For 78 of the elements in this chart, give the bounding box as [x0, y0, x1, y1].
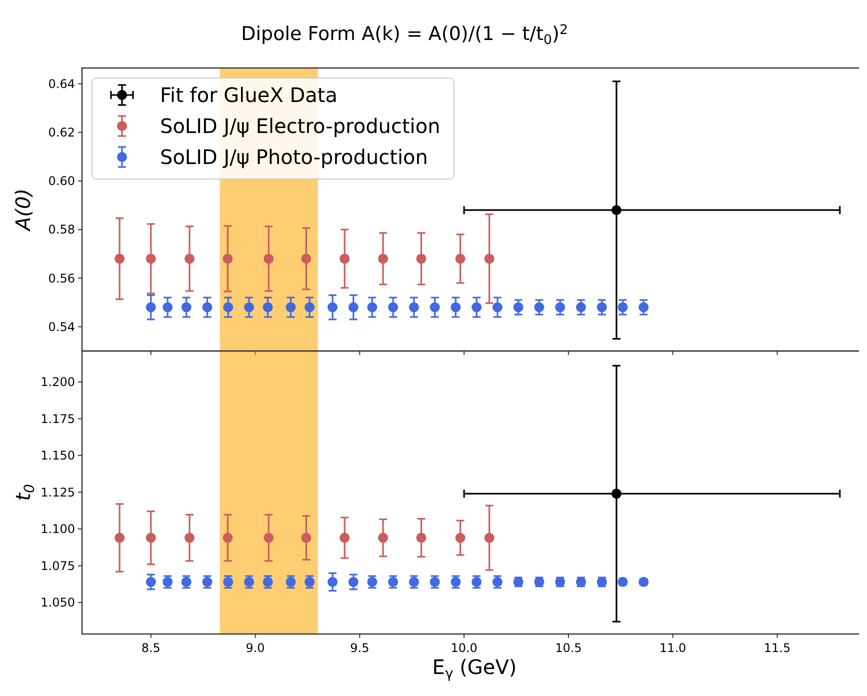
point — [340, 532, 350, 543]
point — [576, 302, 586, 312]
point — [492, 302, 502, 312]
point — [484, 532, 494, 543]
point — [416, 254, 426, 264]
point — [555, 302, 566, 312]
point — [301, 254, 312, 264]
point — [262, 302, 273, 312]
point — [146, 532, 156, 543]
point — [611, 205, 622, 216]
point — [202, 302, 212, 312]
point — [114, 254, 125, 264]
point — [286, 302, 296, 312]
point — [596, 302, 607, 312]
y-tick-label: 1.150 — [40, 448, 75, 463]
x-tick-label: 9.5 — [350, 641, 370, 655]
y-tick-label: 1.100 — [40, 522, 75, 536]
point — [534, 302, 544, 312]
legend-label: Fit for GlueX Data — [160, 83, 338, 107]
legend-label: SoLID J/ψ Photo-production — [160, 145, 428, 169]
point — [244, 302, 254, 312]
y-tick-label: 1.075 — [40, 558, 75, 573]
y-tick-label: 0.62 — [48, 126, 75, 140]
point — [222, 532, 233, 543]
point — [388, 302, 398, 312]
point — [264, 254, 274, 264]
point — [450, 302, 461, 312]
point — [348, 576, 358, 587]
point — [618, 302, 628, 312]
x-tick-label: 10.5 — [555, 641, 582, 655]
point — [222, 254, 233, 264]
y-tick-label: 1.125 — [40, 485, 75, 500]
point — [484, 254, 494, 264]
legend-label: SoLID J/ψ Electro-production — [160, 114, 440, 138]
y-tick-label: 0.58 — [48, 222, 75, 237]
point — [146, 254, 156, 264]
point — [638, 302, 649, 312]
point — [146, 576, 156, 587]
point — [181, 302, 192, 312]
point — [430, 302, 440, 312]
point — [455, 532, 466, 543]
point — [184, 532, 195, 543]
point — [114, 532, 125, 543]
y-tick-label: 0.64 — [48, 76, 75, 91]
x-tick-label: 11.0 — [659, 641, 686, 655]
chart-title: Dipole Form A(k) = A(0)/(1 − t/t$_{0}$)$^{2}$ — [241, 23, 568, 48]
x-tick-label: 11.5 — [764, 641, 791, 655]
point — [340, 254, 350, 264]
y-tick-label: 1.200 — [40, 375, 75, 390]
point — [408, 302, 419, 312]
x-tick-label: 10.0 — [450, 641, 478, 655]
y-axis-title: A(0) — [11, 188, 35, 233]
point — [348, 302, 358, 312]
point — [378, 532, 388, 543]
point — [162, 302, 173, 312]
point — [455, 254, 466, 264]
point — [328, 302, 338, 312]
point — [611, 488, 622, 499]
point — [328, 576, 338, 587]
y-tick-label: 0.56 — [48, 271, 75, 286]
point — [304, 302, 315, 312]
x-tick-label: 8.5 — [141, 641, 160, 655]
point — [223, 302, 234, 312]
point — [472, 302, 482, 312]
y-tick-label: 0.54 — [48, 320, 75, 334]
x-tick-label: 9.0 — [246, 641, 265, 655]
y-tick-label: 0.60 — [48, 174, 75, 188]
point — [184, 254, 195, 264]
point — [301, 532, 312, 543]
point — [378, 254, 388, 264]
point — [264, 532, 274, 543]
y-tick-label: 1.175 — [40, 412, 75, 426]
y-tick-label: 1.050 — [40, 596, 75, 610]
point — [146, 302, 156, 312]
point — [416, 532, 426, 543]
point — [513, 302, 524, 312]
x-axis-title: E$_{γ}$ (GeV) — [432, 655, 517, 682]
point — [367, 302, 378, 312]
